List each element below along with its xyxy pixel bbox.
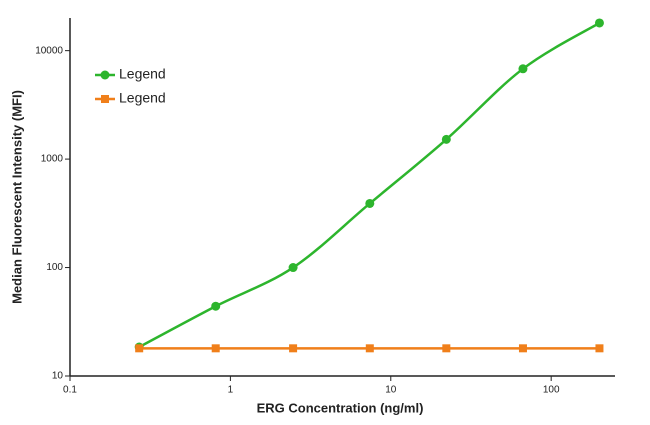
y-tick-label: 1000 [41,154,64,165]
point [288,263,298,273]
x-axis-title: ERG Concentration (ng/ml) [257,400,424,415]
legend-label: Legend [119,90,166,106]
x-tick-label: 10 [385,385,397,396]
y-tick-label: 100 [46,262,63,273]
x-tick-label: 1 [228,385,234,396]
point [595,344,604,353]
point [518,344,527,353]
point [211,301,221,311]
x-tick-label: 100 [543,385,560,396]
fit-line [138,21,601,349]
legend-label: Legend [119,66,166,82]
point [518,64,528,74]
point [441,134,451,144]
y-tick-label: 10 [52,371,64,382]
legend-marker [100,70,110,80]
point [135,344,144,353]
point [365,198,375,208]
legend-marker [101,95,109,103]
point [211,344,220,353]
point [594,18,604,28]
y-tick-label: 10000 [35,45,63,56]
point [289,344,298,353]
y-axis-title: Median Fluorescent Intensity (MFI) [9,90,24,304]
point [442,344,451,353]
x-tick-label: 0.1 [63,385,77,396]
point [365,344,374,353]
